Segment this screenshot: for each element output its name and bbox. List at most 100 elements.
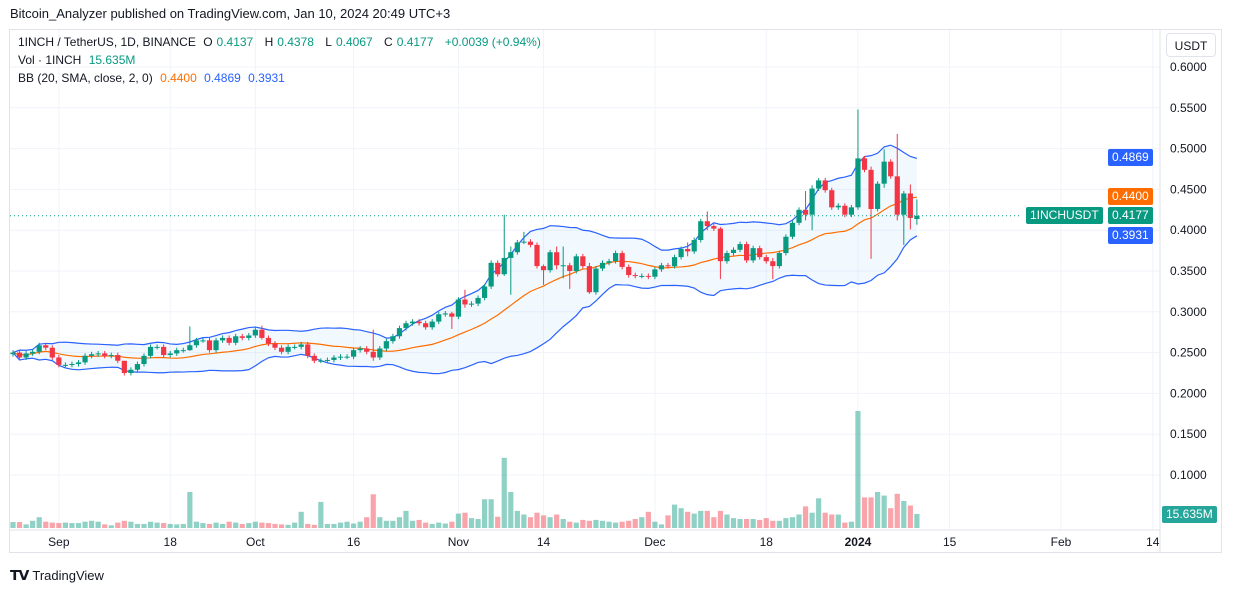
volume-bar — [298, 511, 304, 528]
candle-body — [567, 265, 573, 271]
candle-body — [43, 345, 49, 348]
volume-bar — [508, 492, 514, 528]
price-tick-label: 0.1000 — [1170, 468, 1207, 482]
volume-bar — [331, 523, 337, 528]
candle-body — [449, 313, 455, 317]
candle-body — [403, 323, 409, 329]
price-tick-label: 0.2500 — [1170, 346, 1207, 360]
candle-body — [802, 209, 809, 215]
volume-bar — [206, 523, 213, 528]
candle — [691, 237, 697, 254]
candle — [573, 253, 579, 274]
candle-body — [540, 266, 547, 271]
time-tick-label: Feb — [1051, 535, 1072, 549]
volume-bar — [449, 521, 455, 528]
candle — [586, 262, 592, 294]
candle — [167, 350, 173, 358]
currency-unit-button[interactable]: USDT — [1166, 33, 1216, 57]
time-tick-label: 2024 — [845, 535, 872, 549]
candle-body — [239, 336, 245, 338]
candle-body — [409, 321, 416, 324]
candle — [409, 319, 416, 326]
candle — [508, 246, 514, 295]
candle-body — [901, 193, 907, 215]
volume-bar — [49, 522, 55, 528]
candle — [62, 362, 68, 368]
candle-body — [121, 360, 127, 373]
volume-bar — [62, 522, 68, 528]
candle-body — [816, 180, 822, 189]
candle-body — [888, 161, 894, 177]
candle — [861, 155, 868, 173]
candle-body — [370, 351, 376, 358]
volume-bar — [822, 512, 828, 528]
candle-body — [305, 344, 311, 356]
candle-body — [285, 346, 291, 352]
tradingview-logo-icon: 𝗧𝗩 — [10, 567, 29, 583]
volume-bar — [861, 497, 868, 528]
candle-body — [580, 256, 586, 267]
candle — [802, 191, 809, 221]
bb-legend[interactable]: BB (20, SMA, close, 2, 0) 0.4400 0.4869 … — [18, 71, 289, 85]
bb-upper-badge: 0.4869 — [1108, 149, 1153, 166]
candle — [711, 223, 717, 232]
bb-basis-value: 0.4400 — [160, 71, 197, 85]
candle — [796, 207, 802, 226]
volume-bar — [521, 514, 527, 528]
candle — [868, 166, 874, 259]
volume-bar — [613, 522, 619, 528]
candle-body — [213, 340, 219, 351]
volume-legend[interactable]: Vol · 1INCH 15.635M — [18, 53, 139, 67]
volume-bar — [108, 525, 114, 528]
candle — [128, 367, 134, 376]
volume-bar — [495, 516, 501, 528]
candle — [763, 254, 769, 264]
candle — [554, 246, 560, 270]
candle-body — [442, 313, 448, 315]
volume-bar — [704, 510, 710, 528]
candle-body — [278, 347, 285, 352]
volume-badge: 15.635M — [1162, 506, 1217, 523]
candle — [744, 241, 750, 263]
volume-bar — [147, 521, 154, 528]
candle — [835, 203, 841, 210]
tradingview-brand: TradingView — [32, 568, 104, 583]
candle-body — [161, 346, 167, 356]
volume-bar — [423, 522, 429, 528]
volume-bar — [357, 521, 363, 528]
candle-body — [423, 323, 429, 328]
candle — [606, 258, 612, 266]
candle — [809, 185, 815, 231]
candle — [364, 346, 370, 355]
candle-body — [200, 340, 206, 342]
bb-basis-line — [12, 196, 917, 359]
candle — [416, 319, 422, 326]
candle — [147, 344, 154, 359]
candle — [331, 355, 337, 363]
volume-bar — [311, 524, 317, 528]
volume-bar — [272, 523, 278, 528]
candle-body — [796, 209, 802, 223]
time-tick-label: 18 — [760, 535, 774, 549]
candle — [770, 257, 776, 280]
volume-bar — [914, 513, 920, 528]
volume-value: 15.635M — [88, 53, 136, 67]
open-value: O 0.4137 — [203, 35, 254, 49]
volume-bar — [868, 497, 874, 528]
candle — [822, 177, 828, 193]
symbol-name[interactable]: 1INCH / TetherUS, 1D, BINANCE — [18, 35, 196, 49]
candle-body — [167, 353, 173, 356]
volume-bar — [246, 523, 252, 528]
candle — [907, 184, 913, 230]
candle — [311, 353, 317, 364]
candle — [10, 350, 16, 357]
candle-body — [482, 286, 488, 298]
candle — [337, 354, 344, 360]
volume-label: Vol · 1INCH — [18, 53, 82, 67]
candle — [49, 345, 55, 360]
volume-bar — [724, 514, 730, 528]
candle — [30, 349, 36, 356]
tradingview-logo[interactable]: 𝗧𝗩 TradingView — [10, 567, 104, 584]
volume-bar — [351, 523, 357, 528]
